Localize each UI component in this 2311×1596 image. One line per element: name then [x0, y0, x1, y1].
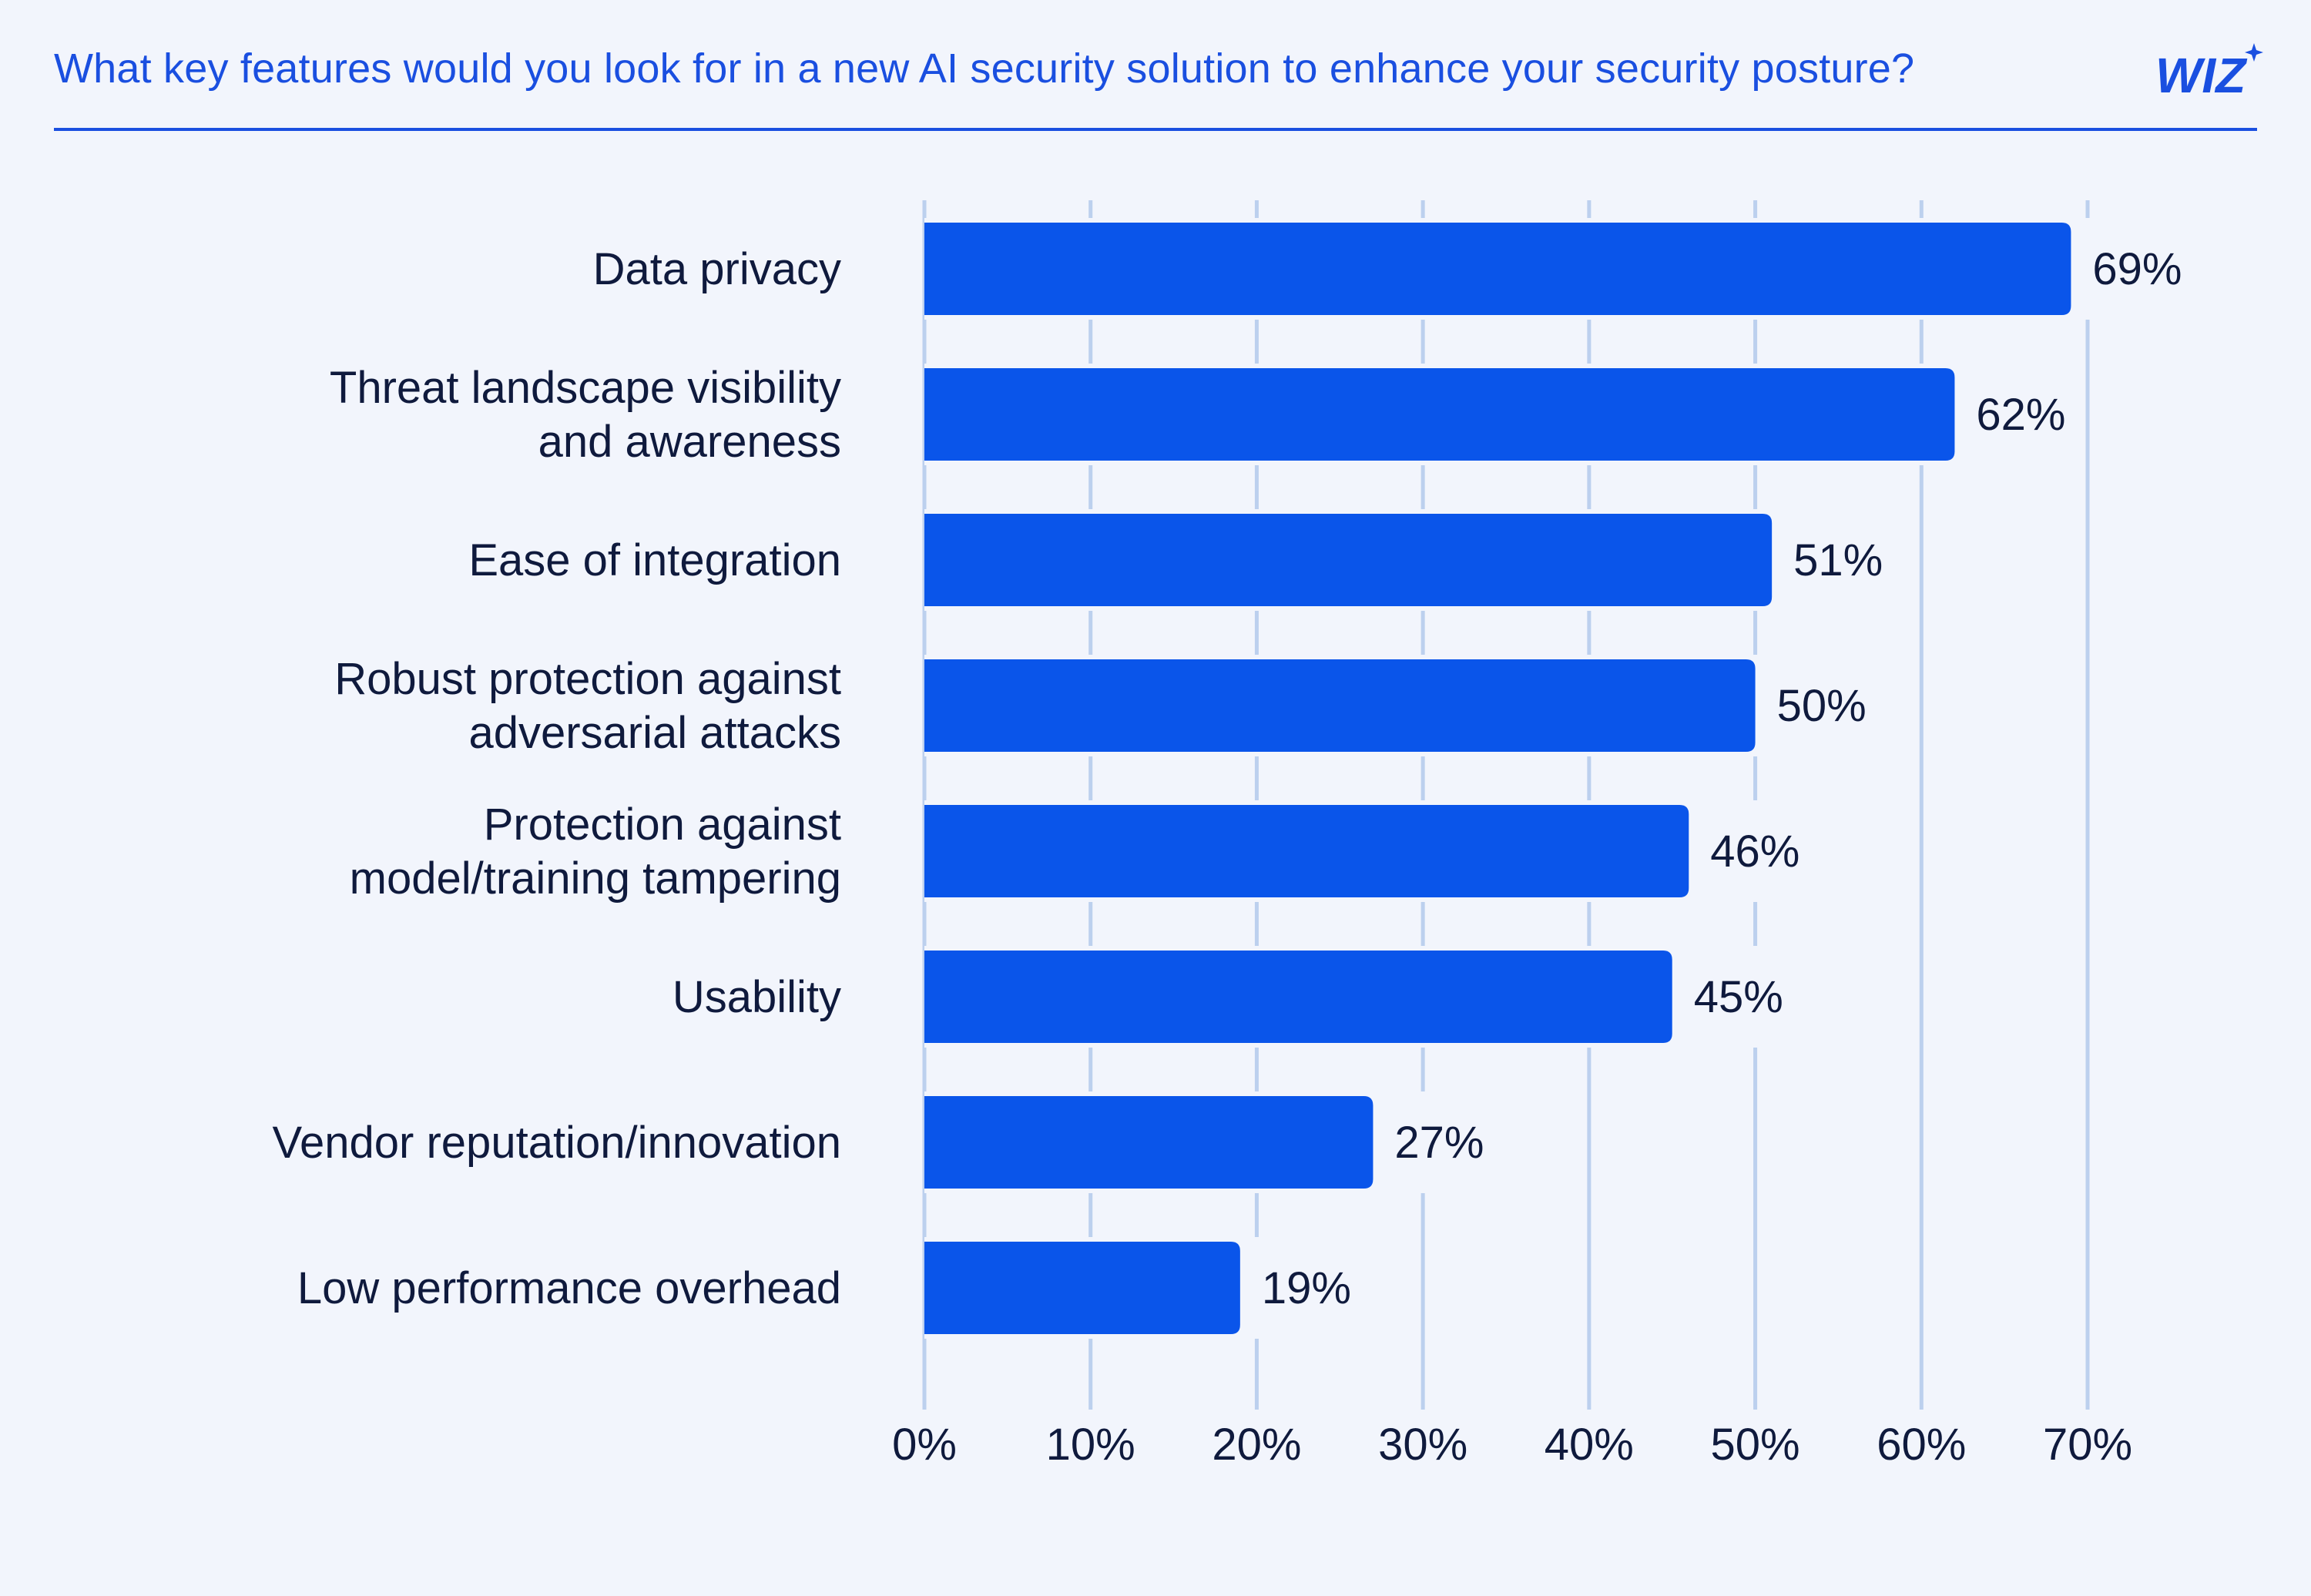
category-label-line: adversarial attacks — [468, 708, 841, 758]
bar — [924, 805, 1689, 897]
category-label: Data privacy — [593, 244, 841, 294]
category-label: Low performance overhead — [297, 1263, 841, 1313]
category-label-line: Threat landscape visibility — [330, 363, 841, 413]
data-label: 51% — [1793, 535, 1883, 585]
category-label: Vendor reputation/innovation — [273, 1118, 841, 1168]
wiz-logo: WIZ — [2155, 43, 2263, 103]
data-label: 50% — [1777, 681, 1867, 731]
title-divider — [54, 128, 2257, 131]
data-label: 19% — [1262, 1263, 1351, 1313]
category-label-line: model/training tampering — [350, 853, 841, 904]
data-label: 69% — [2092, 244, 2182, 294]
category-label: Threat landscape visibility and awareness — [330, 363, 841, 467]
category-label-line: Data privacy — [593, 244, 841, 294]
category-label-line: and awareness — [538, 417, 841, 467]
category-label-line: Ease of integration — [468, 535, 841, 585]
x-tick-label: 60% — [1877, 1420, 1966, 1470]
x-tick-label: 0% — [892, 1420, 957, 1470]
category-label: Robust protection against adversarial att… — [334, 654, 841, 758]
category-label-line: Low performance overhead — [297, 1263, 841, 1313]
x-tick-label: 30% — [1378, 1420, 1467, 1470]
category-label: Usability — [673, 972, 841, 1022]
category-label: Protection against model/training tamperi… — [350, 800, 841, 904]
wiz-logo-text: WIZ — [2155, 48, 2248, 103]
chart-title: What key features would you look for in … — [54, 45, 1915, 92]
category-label-line: Protection against — [484, 800, 841, 850]
x-tick-label: 20% — [1212, 1420, 1301, 1470]
data-label: 62% — [1976, 390, 2065, 440]
data-label: 46% — [1710, 826, 1799, 877]
bar — [924, 368, 1955, 461]
x-tick-label: 10% — [1046, 1420, 1135, 1470]
bars — [924, 218, 2202, 1339]
category-label: Ease of integration — [468, 535, 841, 585]
x-tick-label: 70% — [2043, 1420, 2132, 1470]
x-tick-label: 40% — [1545, 1420, 1634, 1470]
data-label: 45% — [1694, 972, 1783, 1022]
x-axis-ticks: 0% 10% 20% 30% 40% 50% 60% 70% — [892, 1420, 2132, 1470]
bar — [924, 1242, 1240, 1334]
category-label-line: Robust protection against — [334, 654, 841, 704]
x-tick-label: 50% — [1711, 1420, 1800, 1470]
bar — [924, 659, 1756, 752]
bar — [924, 514, 1773, 606]
value-labels: 69% 62% 51% 50% 46% 45% 27% 19% — [1262, 244, 2182, 1313]
category-label-line: Usability — [673, 972, 841, 1022]
category-label-line: Vendor reputation/innovation — [273, 1118, 841, 1168]
bar — [924, 223, 2071, 315]
sparkle-icon — [2245, 43, 2263, 62]
bar — [924, 1096, 1374, 1189]
bar — [924, 951, 1672, 1043]
data-label: 27% — [1394, 1118, 1484, 1168]
